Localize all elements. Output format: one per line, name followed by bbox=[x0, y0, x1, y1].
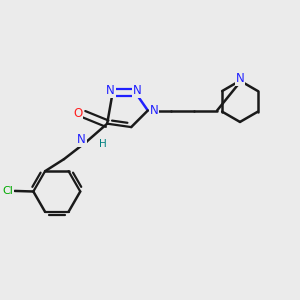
Text: O: O bbox=[73, 107, 82, 120]
Text: N: N bbox=[133, 84, 141, 97]
Text: Cl: Cl bbox=[2, 186, 13, 196]
Text: N: N bbox=[106, 84, 115, 97]
Text: N: N bbox=[236, 72, 244, 85]
Text: N: N bbox=[150, 104, 158, 117]
Text: H: H bbox=[99, 139, 106, 149]
Text: N: N bbox=[77, 134, 86, 146]
